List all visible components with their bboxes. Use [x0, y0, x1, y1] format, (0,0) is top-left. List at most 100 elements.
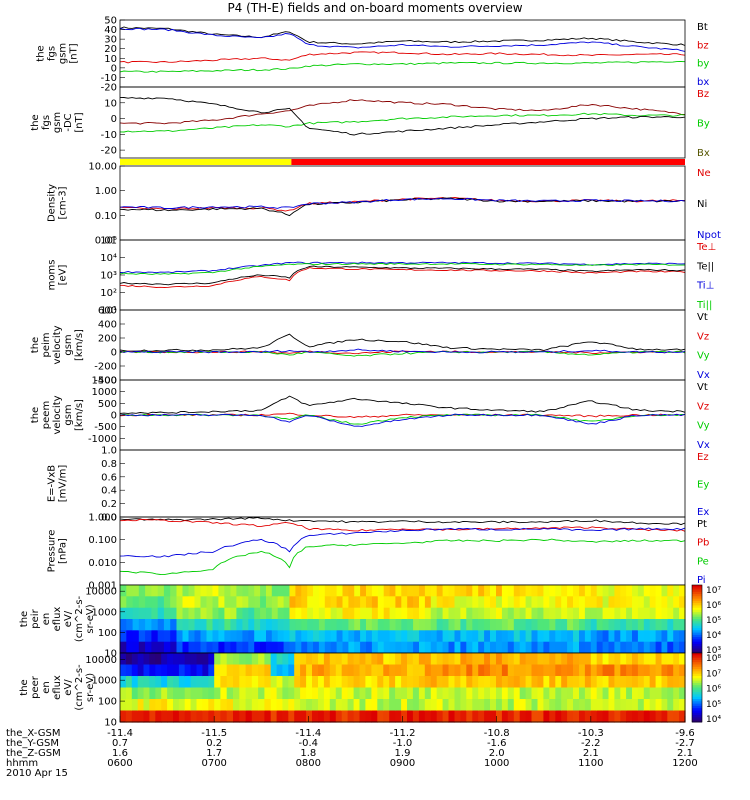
spectrogram-cell — [478, 607, 485, 620]
spectrogram-cell — [632, 664, 639, 677]
spectrogram-cell — [519, 676, 527, 689]
spectrogram-cell — [283, 607, 291, 620]
spectrogram-cell — [430, 641, 438, 654]
spectrogram-cell — [348, 585, 355, 597]
spectrogram-cell — [667, 596, 674, 609]
spectrogram-cell — [602, 607, 610, 620]
spectrogram-cell — [389, 653, 396, 666]
spectrogram-cell — [579, 630, 586, 643]
spectrogram-cell — [214, 664, 222, 677]
spectrogram-cell — [584, 699, 592, 712]
spectrogram-cell — [655, 699, 663, 712]
spectrogram-cell — [679, 710, 686, 723]
spectrogram-cell — [163, 641, 171, 654]
y-tick-label: 1500 — [92, 376, 117, 387]
spectrogram-cell — [608, 687, 615, 700]
spectrogram-cell — [525, 653, 533, 666]
spectrogram-cell — [519, 630, 527, 643]
spectrogram-cell — [590, 710, 598, 723]
spectrogram-cell — [430, 676, 438, 689]
spectrogram-cell — [424, 699, 432, 712]
spectrogram-cell — [436, 607, 444, 620]
y-tick-label: 10.00 — [88, 162, 117, 173]
series-line-pe — [119, 538, 686, 576]
spectrogram-cell — [226, 653, 234, 666]
spectrogram-cell — [178, 687, 186, 700]
colorbar-cell — [692, 637, 702, 640]
spectrogram-cell — [490, 585, 497, 597]
spectrogram-cell — [661, 641, 668, 654]
spectrogram-cell — [626, 641, 633, 654]
y-tick-label: 0.100 — [88, 535, 117, 546]
y-tick-label: 0 — [111, 411, 117, 422]
spectrogram-cell — [602, 619, 610, 631]
spectrogram-cell — [643, 664, 651, 677]
spectrogram-cell — [513, 630, 521, 643]
spectrogram-cell — [354, 619, 361, 631]
spectrogram-cell — [295, 619, 302, 631]
series-line-npot — [119, 197, 686, 209]
spectrogram-cell — [167, 710, 174, 723]
spectrogram-cell — [608, 710, 615, 723]
spectrogram-cell — [143, 664, 150, 677]
spectrogram-cell — [602, 710, 610, 723]
series-line-vx — [119, 413, 686, 427]
spectrogram-cell — [178, 699, 186, 712]
spectrogram-cell — [513, 710, 521, 723]
spectrogram-cell — [596, 596, 604, 609]
spectrogram-cell — [270, 664, 278, 677]
spectrogram-cell — [525, 585, 533, 597]
spectrogram-cell — [442, 687, 450, 700]
spectrogram-cell — [419, 585, 426, 597]
spectrogram-cell — [389, 596, 397, 609]
panel-frame — [119, 165, 686, 241]
colorbar-cell — [692, 669, 702, 672]
spectrogram-cell — [242, 585, 249, 597]
spectrogram-cell — [602, 641, 610, 654]
spectrogram-cell — [460, 676, 467, 689]
legend-entry: Vz — [697, 331, 709, 342]
spectrogram-cell — [501, 596, 509, 609]
spectrogram-cell — [266, 596, 273, 609]
legend-entry: Pb — [697, 538, 709, 549]
spectrogram-cell — [126, 607, 134, 620]
spectrogram-cell — [614, 687, 621, 700]
spectrogram-cell — [567, 676, 574, 689]
spectrogram-cell — [496, 607, 503, 620]
spectrogram-cell — [424, 641, 432, 654]
spectrogram-cell — [460, 596, 467, 609]
spectrogram-cell — [413, 607, 420, 620]
y-tick-label: 600 — [98, 306, 117, 317]
spectrogram-cell — [561, 664, 568, 677]
spectrogram-cell — [454, 653, 461, 666]
spectrogram-cell — [307, 619, 314, 631]
spectrogram-cell — [419, 641, 426, 654]
spectrogram-cell — [212, 607, 220, 620]
spectrogram-cell — [242, 619, 249, 631]
spectrogram-cell — [430, 630, 438, 643]
y-tick-label: 0.01 — [95, 236, 117, 247]
spectrogram-cell — [295, 607, 302, 620]
spectrogram-cell — [126, 619, 134, 631]
y-tick-label: 1.00 — [95, 186, 117, 197]
spectrogram-cell — [448, 585, 455, 597]
spectrogram-cell — [614, 653, 621, 666]
colorbar-cell — [692, 708, 702, 711]
spectrogram-cell — [673, 630, 680, 643]
spectrogram-cell — [419, 630, 426, 643]
spectrogram-cell — [251, 664, 259, 677]
spectrogram-cell — [661, 619, 668, 631]
mode-bar-segment — [291, 159, 685, 165]
spectrogram-cell — [341, 676, 349, 689]
spectrogram-cell — [389, 630, 397, 643]
colorbar-cell — [692, 589, 702, 593]
spectrogram-cell — [307, 596, 314, 609]
spectrogram-cell — [131, 710, 139, 723]
spectrogram-cell — [637, 641, 645, 654]
spectrogram-cell — [125, 676, 133, 689]
spectrogram-cell — [579, 699, 586, 712]
spectrogram-cell — [277, 585, 285, 597]
spectrogram-cell — [573, 619, 580, 631]
legend-entry: bz — [697, 40, 709, 51]
